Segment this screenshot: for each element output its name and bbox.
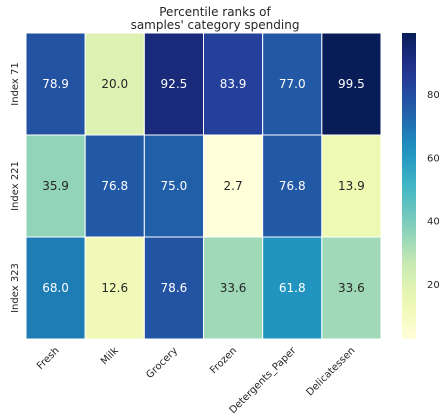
heatmap-cell bbox=[203, 236, 264, 340]
heatmap-cell bbox=[262, 32, 323, 136]
heatmap-cell-value: 76.8 bbox=[101, 179, 128, 193]
y-tick-label: Index 71 bbox=[10, 62, 21, 105]
y-axis-tick-labels: Index 71 Index 221 Index 323 bbox=[10, 62, 21, 313]
y-tick-label: Index 323 bbox=[10, 263, 21, 313]
heatmap-cell bbox=[203, 134, 264, 238]
heatmap-cell bbox=[321, 236, 382, 340]
heatmap-cells: 78.9 20.0 92.5 83.9 77.0 99.5 35.9 76.8 75.0 2.7 7… bbox=[25, 32, 382, 340]
heatmap-cell bbox=[321, 134, 382, 238]
heatmap-cell-value: 33.6 bbox=[220, 281, 247, 295]
colorbar: 20 40 60 80 bbox=[402, 33, 440, 339]
y-tick-label: Index 221 bbox=[10, 161, 21, 211]
heatmap-cell-value: 20.0 bbox=[101, 77, 128, 91]
heatmap-cell-value: 13.9 bbox=[338, 179, 365, 193]
heatmap-cell bbox=[25, 236, 86, 340]
x-tick-label: Milk bbox=[99, 345, 121, 367]
heatmap-cell bbox=[84, 134, 145, 238]
heatmap-cell-value: 78.9 bbox=[42, 77, 69, 91]
heatmap-cell bbox=[262, 236, 323, 340]
colorbar-tick-label: 40 bbox=[427, 217, 440, 228]
heatmap-cell bbox=[25, 32, 86, 136]
heatmap-cell bbox=[143, 32, 204, 136]
heatmap-cell-value: 76.8 bbox=[279, 179, 306, 193]
heatmap-cell-value: 12.6 bbox=[101, 281, 128, 295]
heatmap-cell bbox=[321, 32, 382, 136]
colorbar-tick-label: 80 bbox=[427, 90, 440, 101]
heatmap-cell-value: 68.0 bbox=[42, 281, 69, 295]
heatmap-cell-value: 92.5 bbox=[161, 77, 188, 91]
chart-title-line-1: Percentile ranks of bbox=[159, 5, 271, 19]
colorbar-tick-label: 20 bbox=[427, 280, 440, 291]
heatmap-cell bbox=[84, 236, 145, 340]
x-tick-label: Fresh bbox=[35, 345, 62, 372]
heatmap-cell-value: 77.0 bbox=[279, 77, 306, 91]
heatmap-cell bbox=[203, 32, 264, 136]
heatmap-cell-value: 75.0 bbox=[161, 179, 188, 193]
x-tick-label: Detergents_Paper bbox=[228, 345, 299, 416]
heatmap-cell-value: 83.9 bbox=[220, 77, 247, 91]
heatmap-cell-value: 99.5 bbox=[338, 77, 365, 91]
heatmap-cell-value: 35.9 bbox=[42, 179, 69, 193]
heatmap-cell bbox=[84, 32, 145, 136]
heatmap-cell-value: 61.8 bbox=[279, 281, 306, 295]
colorbar-gradient bbox=[402, 33, 416, 339]
x-tick-label: Grocery bbox=[144, 345, 180, 381]
colorbar-tick-label: 60 bbox=[427, 153, 440, 164]
x-tick-label: Delicatessen bbox=[304, 345, 357, 398]
heatmap-cell-value: 2.7 bbox=[224, 179, 243, 193]
x-tick-label: Frozen bbox=[208, 345, 239, 376]
heatmap-cell-value: 78.6 bbox=[161, 281, 188, 295]
heatmap-cell-value: 33.6 bbox=[338, 281, 365, 295]
chart-title-line-2: samples' category spending bbox=[131, 18, 300, 32]
